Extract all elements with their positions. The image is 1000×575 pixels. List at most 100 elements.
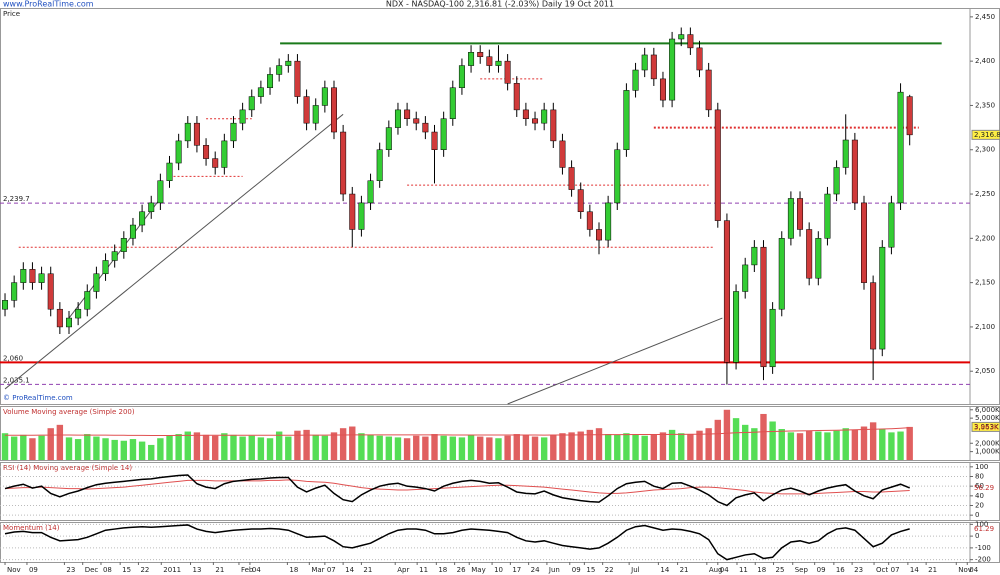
volume-bar [486,437,493,460]
volume-bar [714,419,721,460]
panel-title: Volume Moving average (Simple 200) [3,408,135,416]
x-tick-label: Jun [548,566,560,574]
candle-body [522,109,529,119]
candle-body [513,83,520,111]
x-tick-label: 07 [891,566,900,574]
candle-body [769,308,776,368]
x-tick-label: 14 [345,566,354,574]
candle-body [705,69,712,111]
candle-body [714,109,721,221]
candle-body [687,34,694,49]
candle-body [358,202,365,230]
candle-body [879,246,886,350]
level-label: 2,239.7 [3,195,30,203]
candle-body [285,60,292,66]
volume-bar [330,432,338,460]
candle-body [669,38,676,101]
volume-bar [458,437,466,460]
volume-bar [29,438,36,460]
volume-bar [275,431,283,460]
volume-bar [723,409,731,460]
current-value-label: 61.29 [974,525,994,533]
current-value-box [971,129,1000,140]
candle-body [203,145,210,159]
candle-body [331,87,337,133]
candle-body [568,167,575,190]
y-tick-label: 100 [975,463,988,471]
volume-bar [860,426,868,460]
volume-bar [367,434,374,460]
y-tick-label: -200 [975,556,991,564]
volume-bar [321,435,329,460]
volume-bar [495,438,502,460]
volume-bar [751,428,758,460]
volume-bar [568,432,575,460]
candle-body [778,238,785,310]
x-tick-label: 16 [836,566,845,574]
volume-bar [467,434,475,460]
volume-bar [641,435,648,460]
volume-bar [56,424,64,460]
candle-body [221,140,228,168]
candle-body [349,193,356,230]
candle-body [312,105,319,124]
x-tick-label: 09 [817,566,826,574]
candle-body [394,109,401,128]
candle-body [495,60,502,66]
volume-bar [65,437,73,460]
volume-bar [805,430,813,460]
x-tick-label: Apr [397,566,409,574]
y-tick-label: 5,000K [975,414,1000,422]
x-tick-label: 11 [419,566,428,574]
candle-body [184,122,191,142]
volume-bar [285,436,292,460]
volume-bar [257,437,265,460]
volume-bar [668,429,676,460]
candle-body [29,269,36,283]
candle-body [559,140,566,168]
candle-body [541,109,548,124]
current-value-label: 56.29 [974,484,994,492]
candle-body [321,87,328,106]
y-tick-label: 2,200 [975,234,995,242]
volume-bar [650,434,658,460]
candle-body [477,52,484,57]
volume-bar [778,429,785,460]
volume-bar [138,441,146,460]
x-tick-label: Aug [709,566,723,574]
volume-bar [659,432,667,460]
x-tick-label: Mar [311,566,324,574]
header-title: NDX - NASDAQ-100 2,316.81 (-2.03%) Daily… [386,0,614,9]
x-tick-label: Nov [958,566,972,574]
candle-body [586,211,593,230]
volume-bar [522,434,530,460]
candle-body [577,189,584,213]
panel-title: RSI (14) Moving average (Simple 14) [3,464,132,472]
volume-bar [815,431,822,460]
x-tick-label: May [471,566,485,574]
volume-bar [413,435,420,460]
candle-body [56,308,63,328]
volume-bar [10,436,18,460]
candle-body [815,238,822,279]
candle-body [157,180,164,204]
x-tick-label: 09 [572,566,581,574]
candle-body [257,87,264,97]
x-tick-label: 2011 [163,566,181,574]
candle-body [440,118,447,150]
volume-bar [148,444,155,460]
x-tick-label: 14 [660,566,669,574]
drawn-line [507,317,723,405]
volume-bar [632,434,639,460]
x-tick-label: 22 [140,566,149,574]
candle-body [212,158,219,168]
copyright: © ProRealTime.com [3,394,73,402]
candle-body [897,91,904,204]
volume-bar [294,430,301,460]
candle-body [678,34,685,40]
candle-body [906,96,913,136]
candle-body [84,291,91,310]
x-tick-label: 14 [910,566,919,574]
candle-body [851,139,858,204]
